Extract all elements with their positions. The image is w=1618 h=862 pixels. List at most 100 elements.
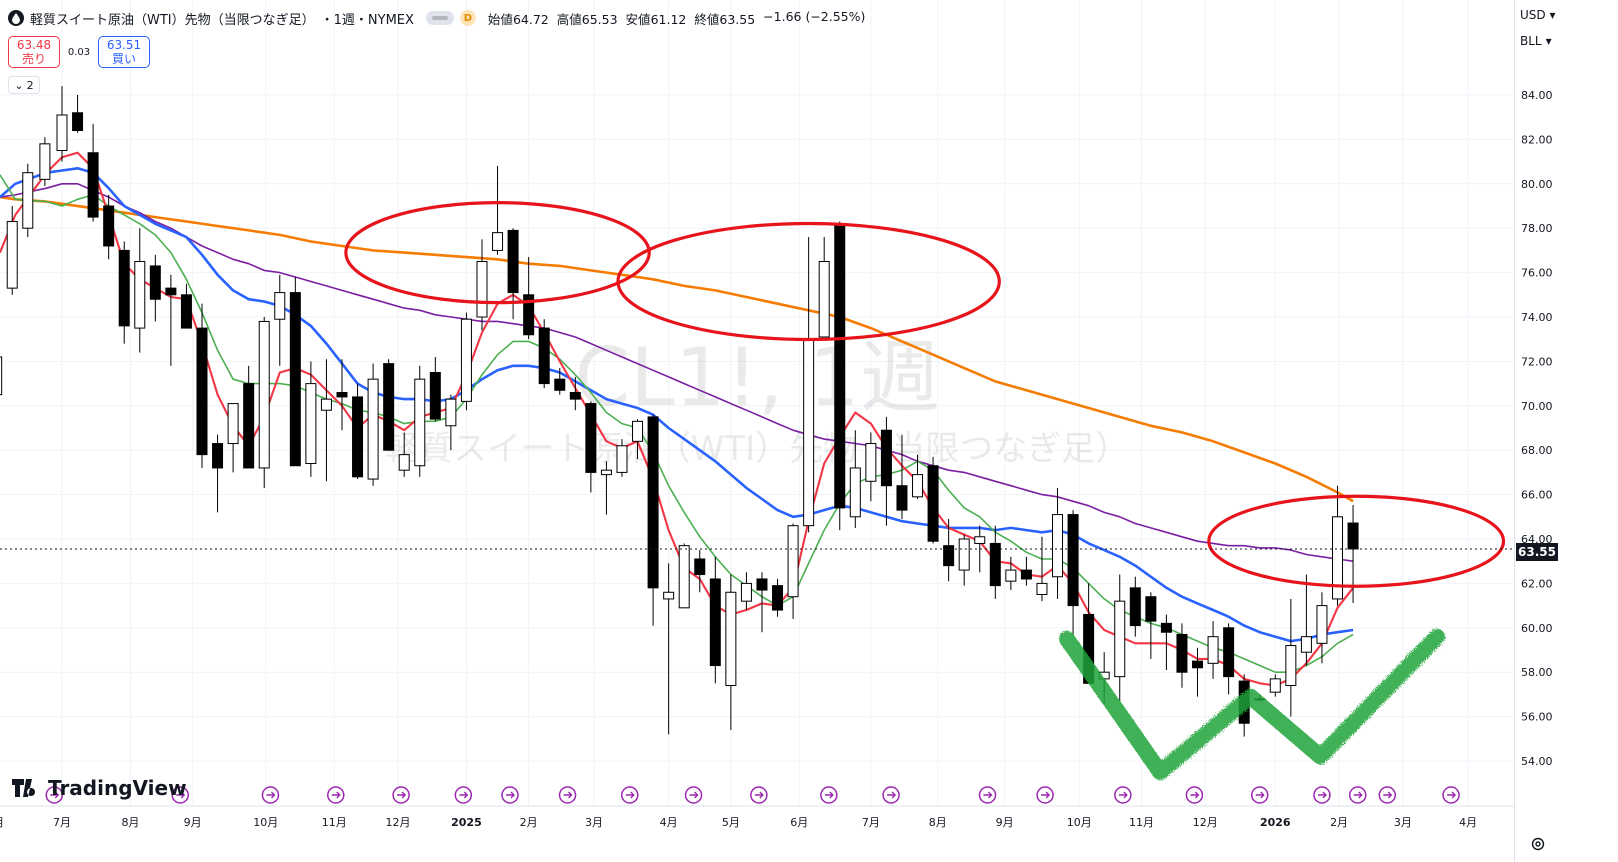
time-tick-label: 4月 — [660, 816, 678, 829]
candle — [1036, 536, 1048, 602]
event-icon-arrow — [505, 791, 515, 799]
candle — [1192, 647, 1204, 697]
candle-body — [663, 591, 675, 600]
candle-body — [398, 454, 410, 471]
candle-body — [880, 429, 892, 487]
candle — [523, 257, 535, 340]
earnings-event-icon — [45, 786, 63, 804]
price-axis-ticks[interactable]: 54.00 56.00 58.00 60.00 62.00 64.00 66.00 68.00… — [1521, 89, 1553, 768]
candle — [336, 359, 348, 431]
candle — [849, 430, 861, 528]
event-icon-arrow — [1447, 791, 1457, 799]
time-tick-label: 12月 — [1193, 816, 1218, 829]
price-tick-label: 60.00 — [1521, 622, 1553, 635]
event-markers[interactable] — [45, 786, 1460, 804]
earnings-event-icon — [1348, 786, 1367, 804]
candle-body — [569, 391, 581, 400]
delayed-badge[interactable]: D — [459, 10, 476, 26]
price-tick-label: 74.00 — [1521, 311, 1553, 324]
earnings-event-icon — [1114, 786, 1132, 804]
candle-body — [912, 474, 924, 498]
candle — [445, 394, 457, 451]
candle — [1114, 574, 1126, 702]
candle-body — [740, 582, 752, 602]
time-tick-label: 2026 — [1260, 816, 1291, 829]
candle — [352, 383, 364, 480]
time-axis-ticks[interactable]: 6月 7月 8月 9月 10月 11月 12月 2025 2月 3月 4月 5月 6月 7月 8月 9月 10月… — [0, 816, 1477, 829]
candle-body — [772, 585, 784, 611]
unit-selector[interactable]: BLL ▾ — [1520, 34, 1552, 48]
candle — [709, 556, 721, 684]
candle-body — [56, 114, 68, 152]
candle-body — [118, 249, 130, 327]
drawings[interactable] — [344, 201, 1506, 781]
price-axis[interactable] — [1514, 0, 1618, 862]
tradingview-logo-icon — [12, 779, 36, 797]
candle — [725, 574, 737, 730]
sell-button[interactable]: 63.48 売り — [8, 36, 60, 68]
candle-body — [1192, 660, 1204, 669]
event-icon-arrow — [1353, 791, 1363, 799]
chevron-down-icon: ▾ — [1549, 8, 1556, 22]
event-icon-arrow — [266, 791, 276, 799]
candle — [772, 578, 784, 617]
candle — [72, 95, 84, 133]
time-tick-label: 2025 — [451, 816, 482, 829]
chevron-down-icon: ▾ — [1545, 34, 1552, 48]
candle — [118, 241, 130, 344]
indicators-toggle[interactable]: ⌄ 2 — [8, 76, 40, 94]
time-tick-label: 6月 — [0, 816, 4, 829]
candle-body — [585, 403, 597, 473]
candle-body — [849, 467, 861, 518]
gear-icon[interactable] — [1530, 836, 1546, 852]
buy-button[interactable]: 63.51 買い — [98, 36, 150, 68]
candle — [1269, 674, 1281, 697]
candle — [460, 312, 472, 411]
low-value: 61.12 — [650, 11, 687, 27]
candle — [943, 519, 955, 582]
candle — [1176, 623, 1188, 688]
candle — [787, 523, 799, 619]
candle — [1285, 598, 1297, 717]
candle-body — [1114, 600, 1126, 678]
candle — [196, 303, 208, 468]
candle-body — [554, 378, 566, 391]
earnings-event-icon — [392, 786, 410, 804]
eye-icon — [425, 11, 454, 25]
change-value: −1.66 (−2.55%) — [763, 8, 866, 24]
candle-body — [538, 327, 550, 385]
event-icon-arrow — [50, 791, 60, 799]
legend-header: 軽質スイート原油（WTI）先物（当限つなぎ足） ・1週・NYMEX D 始値64… — [8, 6, 865, 30]
event-icon-arrow — [1118, 791, 1128, 799]
candle — [1223, 623, 1235, 695]
candle — [974, 525, 986, 573]
candle-body — [507, 229, 519, 294]
event-icon-arrow — [397, 791, 407, 799]
candle-body — [756, 578, 768, 591]
candle-body — [72, 112, 84, 132]
candle — [1145, 592, 1157, 659]
candle-body — [180, 294, 192, 329]
candle-body — [22, 172, 34, 229]
low-label: 安値 — [625, 11, 651, 27]
candle — [274, 274, 286, 366]
candle-body — [1207, 636, 1219, 664]
time-tick-label: 8月 — [121, 816, 139, 829]
symbol-title[interactable]: 軽質スイート原油（WTI）先物（当限つなぎ足） — [30, 12, 315, 28]
candle-body — [1067, 514, 1079, 607]
candle-body — [943, 545, 955, 567]
candle — [912, 454, 924, 500]
close-group: 終値63.55 — [694, 9, 755, 28]
moving-average-line — [0, 183, 1354, 562]
currency-selector[interactable]: USD ▾ — [1520, 8, 1556, 22]
visibility-toggle[interactable] — [425, 11, 454, 25]
earnings-event-icon — [978, 786, 997, 804]
time-tick-label: 9月 — [184, 816, 202, 829]
close-label: 終値 — [694, 11, 720, 27]
tradingview-logo[interactable]: TradingView — [12, 776, 187, 800]
event-icon-arrow — [1383, 791, 1393, 799]
earnings-event-icon — [1185, 786, 1204, 804]
candle-body — [1347, 522, 1359, 550]
low-group: 安値61.12 — [626, 9, 687, 28]
